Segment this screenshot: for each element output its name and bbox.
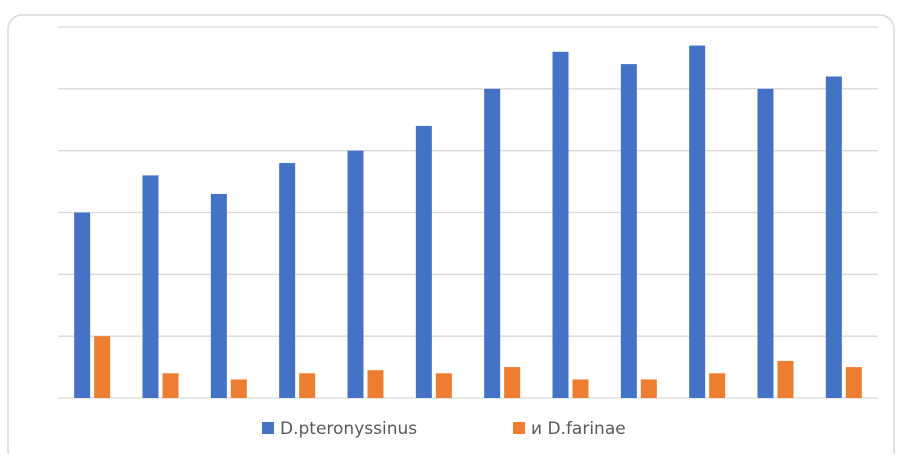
bar xyxy=(210,193,227,398)
bar xyxy=(435,373,452,398)
bar xyxy=(367,370,384,398)
bar xyxy=(825,76,842,398)
bar xyxy=(572,379,589,398)
bar xyxy=(94,336,111,398)
bar xyxy=(415,125,432,398)
bar xyxy=(162,373,179,398)
bar xyxy=(689,45,706,399)
chart-frame xyxy=(7,14,895,458)
bar xyxy=(620,64,637,398)
legend-swatch xyxy=(513,422,525,434)
bar xyxy=(279,163,296,398)
bar xyxy=(777,360,794,398)
legend-label: D.pteronyssinus xyxy=(280,419,417,439)
bar xyxy=(845,367,862,398)
bar xyxy=(484,88,501,398)
bar xyxy=(709,373,726,398)
legend-label: и D.farinae xyxy=(531,419,626,439)
legend-swatch xyxy=(262,422,274,434)
bar xyxy=(640,379,657,398)
bar xyxy=(142,175,159,398)
bar xyxy=(74,212,91,398)
bar xyxy=(347,150,364,398)
bar xyxy=(230,379,247,398)
bar xyxy=(504,367,521,398)
bar xyxy=(299,373,316,398)
bar xyxy=(552,51,569,398)
bar xyxy=(757,88,774,398)
